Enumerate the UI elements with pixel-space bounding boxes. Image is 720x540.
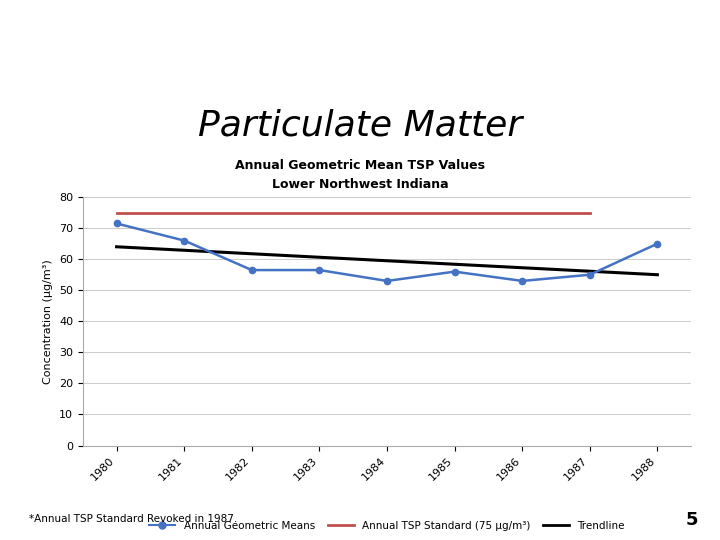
Text: 5: 5 (686, 511, 698, 529)
Text: We Protect Hoosiers and Our Environment: We Protect Hoosiers and Our Environment (133, 34, 414, 47)
Text: *Annual TSP Standard Revoked in 1987.: *Annual TSP Standard Revoked in 1987. (29, 514, 237, 524)
Legend: Annual Geometric Means, Annual TSP Standard (75 μg/m³), Trendline: Annual Geometric Means, Annual TSP Stand… (145, 516, 629, 535)
Text: Annual Geometric Mean TSP Values: Annual Geometric Mean TSP Values (235, 159, 485, 172)
Y-axis label: Concentration (μg/m³): Concentration (μg/m³) (43, 259, 53, 384)
Text: Particulate Matter: Particulate Matter (198, 108, 522, 142)
Text: Air: Air (146, 65, 171, 80)
Text: Lower Northwest Indiana: Lower Northwest Indiana (271, 178, 449, 191)
